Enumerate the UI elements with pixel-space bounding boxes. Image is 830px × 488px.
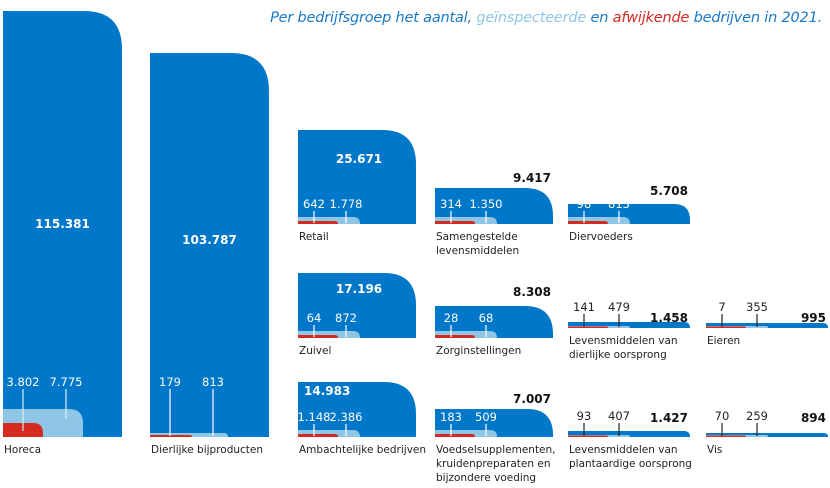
deviating-value-label: 179 [159, 375, 181, 389]
title-part-deviating: afwijkende [612, 10, 690, 26]
inspected-value-label: 479 [608, 300, 630, 314]
title-part-end: bedrijven in 2021. [689, 10, 823, 26]
inspected-value-label: 68 [479, 311, 494, 325]
bar-deviating [568, 435, 608, 437]
total-value-label: 1.458 [650, 311, 688, 325]
bar-group: 98 813 5.708 Diervoeders [568, 184, 690, 243]
deviating-value-label: 98 [577, 197, 592, 211]
deviating-value-label: 70 [715, 409, 730, 423]
deviating-value-label: 28 [444, 311, 459, 325]
category-label: Ambachtelijke bedrijven [299, 444, 426, 456]
category-label: Dierlijke bijproducten [151, 444, 263, 456]
total-value-label: 17.196 [336, 282, 382, 296]
title-part-total: Per bedrijfsgroep het aantal, [270, 10, 477, 26]
bar-deviating [706, 326, 746, 328]
deviating-value-label: 642 [303, 197, 325, 211]
bar-total [435, 306, 553, 338]
bar-group: 642 1.778 25.671 Retail [298, 130, 416, 243]
category-label: kruidenpreparaten en [436, 458, 551, 470]
category-label: Voedselsupplementen, [436, 444, 556, 456]
bar-group: 183 509 7.007 Voedselsupplementen, kruidenpr… [435, 392, 556, 484]
bar-group: 1.148 2.386 14.983 Ambachtelijke bedrijven [298, 382, 426, 456]
inspected-value-label: 813 [202, 375, 224, 389]
bar-group: 141 479 1.458 Levensmiddelen van dierlijke o… [568, 300, 690, 361]
bar-total [150, 53, 269, 437]
category-label: plantaardige oorsprong [569, 458, 692, 470]
title-part-en: en [586, 10, 613, 26]
bar-total [435, 188, 553, 224]
bar-deviating [298, 221, 338, 224]
bar-group: 3.802 7.775 115.381 Horeca [3, 11, 122, 456]
bar-deviating [706, 435, 746, 437]
category-label: Retail [299, 231, 329, 243]
category-label: Zorginstellingen [436, 345, 521, 357]
total-value-label: 25.671 [336, 152, 382, 166]
bar-group: 64 872 17.196 Zuivel [298, 273, 416, 357]
total-value-label: 9.417 [513, 171, 551, 185]
deviating-value-label: 93 [577, 409, 592, 423]
bar-group: 7 355 995 Eieren [706, 300, 828, 347]
inspected-value-label: 407 [608, 409, 630, 423]
total-value-label: 103.787 [182, 233, 237, 247]
bar-group: 28 68 8.308 Zorginstellingen [435, 285, 553, 357]
total-value-label: 7.007 [513, 392, 551, 406]
total-value-label: 14.983 [304, 384, 350, 398]
inspected-value-label: 259 [746, 409, 768, 423]
deviating-value-label: 64 [307, 311, 322, 325]
category-label: Zuivel [299, 345, 331, 357]
category-label: Eieren [707, 335, 740, 347]
bar-total [298, 130, 416, 224]
bar-total [298, 382, 416, 437]
bar-deviating [435, 434, 475, 437]
inspected-value-label: 355 [746, 300, 768, 314]
deviating-value-label: 7 [718, 300, 725, 314]
category-label: Horeca [4, 444, 41, 456]
total-value-label: 894 [801, 411, 826, 425]
inspected-value-label: 7.775 [50, 375, 83, 389]
bar-deviating [298, 335, 338, 338]
bar-group: 70 259 894 Vis [706, 409, 828, 456]
deviating-value-label: 3.802 [7, 375, 40, 389]
total-value-label: 5.708 [650, 184, 688, 198]
category-label: bijzondere voeding [436, 472, 536, 484]
chart-title: Per bedrijfsgroep het aantal, geïnspecte… [270, 10, 822, 26]
category-label: Levensmiddelen van [569, 335, 678, 347]
category-label: dierlijke oorsprong [569, 349, 667, 361]
category-label: Vis [707, 444, 722, 456]
inspected-value-label: 509 [475, 410, 497, 424]
inspected-value-label: 1.350 [470, 197, 503, 211]
bar-deviating [435, 221, 475, 224]
deviating-value-label: 141 [573, 300, 595, 314]
category-label: levensmiddelen [436, 245, 519, 257]
bar-group: 93 407 1.427 Levensmiddelen van plantaardige… [568, 409, 692, 470]
total-value-label: 1.427 [650, 411, 688, 425]
bar-deviating [568, 221, 608, 224]
bar-deviating [568, 326, 608, 328]
inspected-value-label: 1.778 [330, 197, 363, 211]
deviating-value-label: 183 [440, 410, 462, 424]
bar-total [298, 273, 416, 338]
bar-deviating [435, 335, 475, 338]
bar-deviating [298, 434, 338, 437]
inspected-value-label: 2.386 [330, 410, 363, 424]
bar-deviating [150, 435, 192, 437]
total-value-label: 995 [801, 311, 826, 325]
inspected-value-label: 872 [335, 311, 357, 325]
bar-group: 314 1.350 9.417 Samengestelde levensmiddelen [435, 171, 553, 257]
bar-group: 179 813 103.787 Dierlijke bijproducten [150, 53, 269, 456]
total-value-label: 115.381 [35, 217, 90, 231]
deviating-value-label: 1.148 [298, 410, 331, 424]
category-label: Diervoeders [569, 231, 633, 243]
deviating-value-label: 314 [440, 197, 462, 211]
category-label: Samengestelde [436, 231, 518, 243]
title-part-inspected: geïnspecteerde [476, 10, 587, 26]
inspected-value-label: 813 [608, 197, 630, 211]
total-value-label: 8.308 [513, 285, 551, 299]
bar-total [3, 11, 122, 437]
category-label: Levensmiddelen van [569, 444, 678, 456]
